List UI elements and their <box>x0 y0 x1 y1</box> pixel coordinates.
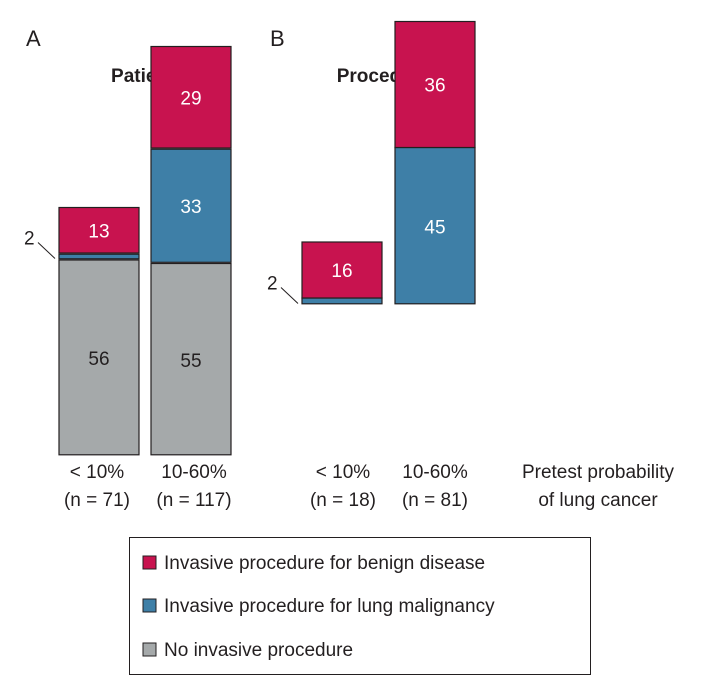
data-label: 16 <box>331 261 352 282</box>
data-label: 56 <box>88 349 109 370</box>
bar-segment-no-invasive-procedure <box>150 262 232 456</box>
leader-line <box>280 287 299 304</box>
x-axis-label-line1: Pretest probability <box>522 462 675 483</box>
x-tick-label: < 10% <box>316 462 371 483</box>
bar-segment-invasive-procedure-for-benign-disease <box>150 45 232 149</box>
panel-label-b: B <box>270 26 285 51</box>
bar-segment-no-invasive-procedure <box>58 259 140 456</box>
x-tick-count: (n = 81) <box>402 490 468 511</box>
x-axis-label-line2: of lung cancer <box>538 490 658 511</box>
bar-segment-invasive-procedure-for-lung-malignancy <box>58 253 140 260</box>
legend-label-benign: Invasive procedure for benign disease <box>164 553 485 574</box>
x-tick-label: 10-60% <box>402 462 468 483</box>
data-label: 55 <box>180 351 201 372</box>
legend-swatch-malignancy <box>142 598 157 613</box>
data-label: 45 <box>424 217 445 238</box>
bar-segment-invasive-procedure-for-benign-disease <box>394 20 476 149</box>
legend-label-no-procedure: No invasive procedure <box>164 640 353 661</box>
panel-label-a: A <box>26 26 41 51</box>
legend-swatch-benign <box>142 555 157 570</box>
leader-line <box>37 242 56 259</box>
bar-segment-invasive-procedure-for-lung-malignancy <box>150 148 232 263</box>
x-tick-count: (n = 117) <box>156 490 231 511</box>
x-tick-count: (n = 18) <box>310 490 376 511</box>
bar-segment-invasive-procedure-for-lung-malignancy <box>301 297 383 305</box>
data-label: 2 <box>267 274 278 295</box>
x-tick-label: < 10% <box>70 462 125 483</box>
bar-segment-invasive-procedure-for-benign-disease <box>301 241 383 299</box>
data-label: 36 <box>424 76 445 97</box>
legend: Invasive procedure for benign disease In… <box>129 537 591 675</box>
data-label: 13 <box>88 221 109 242</box>
bar-segment-invasive-procedure-for-lung-malignancy <box>394 146 476 305</box>
x-tick-label: 10-60% <box>161 462 227 483</box>
x-tick-count: (n = 71) <box>64 490 130 511</box>
legend-label-malignancy: Invasive procedure for lung malignancy <box>164 596 495 617</box>
data-label: 33 <box>180 197 201 218</box>
data-label: 29 <box>180 88 201 109</box>
data-label: 2 <box>24 229 35 250</box>
legend-svg: Invasive procedure for benign disease In… <box>142 553 495 661</box>
bar-segment-invasive-procedure-for-benign-disease <box>58 206 140 254</box>
legend-swatch-no-procedure <box>142 642 157 657</box>
